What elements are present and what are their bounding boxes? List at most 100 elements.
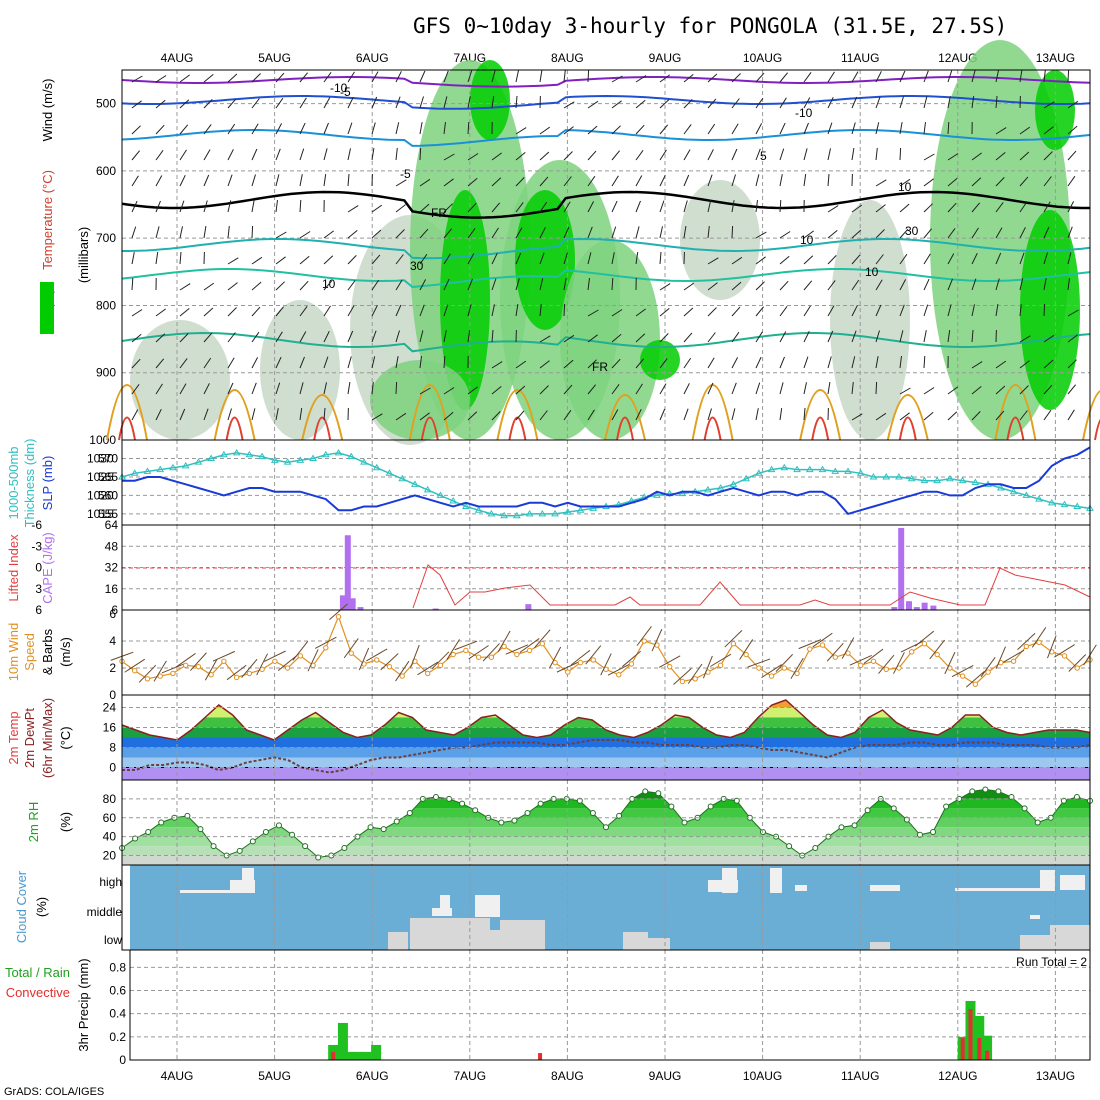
wind-barb bbox=[419, 147, 422, 161]
wind-barb bbox=[563, 151, 573, 161]
wind-barb-10m bbox=[570, 649, 591, 666]
wind-barb bbox=[899, 279, 907, 291]
wind-barb bbox=[1019, 176, 1029, 187]
thickness-point bbox=[474, 506, 483, 513]
pressure-tick: 1000 bbox=[89, 433, 116, 447]
thickness-point bbox=[1022, 491, 1031, 498]
thickness-tick: 565 bbox=[98, 470, 118, 484]
cloud-middle bbox=[1030, 915, 1040, 919]
wind-barb bbox=[131, 358, 141, 369]
rh-tick: 40 bbox=[103, 830, 117, 844]
wind-barb bbox=[827, 382, 831, 395]
wind-barb bbox=[1043, 126, 1054, 135]
cloud-low bbox=[500, 920, 545, 950]
hot-contour bbox=[1006, 416, 1025, 441]
rh-bands bbox=[122, 789, 1090, 865]
wind-speed-point bbox=[475, 654, 482, 660]
wind-speed-point bbox=[284, 665, 291, 671]
wind-barb bbox=[203, 383, 210, 395]
wind-speed-point bbox=[768, 673, 775, 679]
wind-speed-point bbox=[679, 678, 686, 685]
temp-band bbox=[122, 727, 1090, 738]
cape-lifted-index-panel: -6 -3 0 3 6 64 48 32 16 6 Lifted Index CAPE (J/kg) bbox=[6, 518, 1091, 617]
wind-barb bbox=[803, 255, 814, 265]
wind-barb bbox=[611, 226, 617, 239]
wind-barb bbox=[395, 229, 405, 239]
wind-barb bbox=[1043, 176, 1052, 187]
wind-barb bbox=[1019, 151, 1030, 161]
wind-barb-10m bbox=[505, 644, 529, 655]
thickness-tick: 570 bbox=[98, 451, 118, 465]
wind-barb bbox=[875, 71, 882, 83]
thickness-point bbox=[869, 472, 878, 480]
wind-barb bbox=[659, 174, 666, 187]
wind-barb bbox=[251, 408, 256, 421]
wind-barb bbox=[899, 412, 910, 421]
warm-contour bbox=[408, 384, 451, 441]
wind-barb bbox=[1067, 175, 1076, 187]
wind-barb bbox=[395, 122, 400, 135]
wind10m-panel: 6 4 2 0 10m Wind Speed & Barbs (m/s) bbox=[6, 603, 1097, 702]
wind-speed-point bbox=[934, 651, 940, 658]
cape-bar bbox=[339, 595, 346, 610]
wind-barb bbox=[515, 177, 525, 187]
wind-barb bbox=[779, 231, 791, 239]
wind-barb-10m bbox=[687, 663, 703, 684]
pressure-tick: 900 bbox=[96, 366, 116, 380]
wind-barb bbox=[227, 332, 236, 343]
wind-barb bbox=[1043, 384, 1053, 395]
wind-barb bbox=[947, 253, 955, 265]
wind-barb bbox=[1067, 384, 1076, 395]
wind-barb bbox=[875, 412, 887, 421]
wind-barb bbox=[635, 124, 645, 135]
thickness-point bbox=[411, 480, 419, 487]
wind-barb-10m bbox=[190, 652, 207, 671]
wind-barb-10m bbox=[724, 630, 743, 648]
wind-barb bbox=[563, 252, 568, 265]
wind-barb-10m bbox=[658, 655, 681, 668]
rh-point bbox=[864, 807, 871, 814]
rh-point bbox=[982, 786, 989, 793]
thickness-point bbox=[716, 484, 725, 491]
wind-barb bbox=[683, 200, 688, 213]
wind-speed-point bbox=[1061, 653, 1068, 659]
temp-unit-label: (°C) bbox=[58, 726, 73, 749]
wind-barb bbox=[803, 174, 807, 187]
wind-barb bbox=[683, 174, 690, 187]
wind-barb bbox=[611, 150, 620, 161]
wind-barb-10m bbox=[138, 664, 157, 683]
wind-barb bbox=[707, 73, 718, 83]
wind-barb bbox=[419, 279, 427, 291]
rh2m-axis-label: 2m RH bbox=[26, 802, 41, 842]
wind-barb bbox=[659, 383, 667, 395]
wind-speed-point bbox=[539, 641, 546, 647]
cape-bar bbox=[906, 601, 912, 610]
wind-barb bbox=[611, 358, 621, 369]
wind-barb bbox=[611, 384, 620, 395]
wind-barb bbox=[323, 356, 329, 369]
wind-barb bbox=[491, 152, 502, 161]
wind-barb bbox=[755, 174, 760, 187]
cloud-level-label: middle bbox=[87, 905, 123, 919]
rh-point bbox=[668, 803, 675, 810]
wind-barb bbox=[227, 200, 232, 213]
wind-barb bbox=[131, 125, 141, 135]
wind-barb bbox=[707, 357, 715, 369]
precip-tick: 0.4 bbox=[109, 1007, 126, 1021]
rh-point bbox=[838, 824, 845, 831]
thickness-point bbox=[321, 450, 330, 458]
rh2m-unit-label: (%) bbox=[58, 812, 73, 832]
rh-shading bbox=[640, 340, 680, 380]
wind-barb bbox=[491, 411, 501, 421]
wind-speed-point bbox=[514, 651, 520, 658]
wind-barb bbox=[227, 257, 239, 265]
thickness-point bbox=[653, 491, 661, 498]
precip-conv-bar bbox=[985, 1050, 990, 1060]
wind-barb bbox=[851, 254, 861, 265]
precip-conv-bar bbox=[977, 1038, 982, 1060]
wind-barb bbox=[683, 282, 695, 291]
wind-barb bbox=[419, 70, 426, 83]
wind-barb bbox=[587, 309, 599, 317]
wind-barb-10m bbox=[849, 654, 872, 666]
rh-point bbox=[432, 794, 439, 800]
